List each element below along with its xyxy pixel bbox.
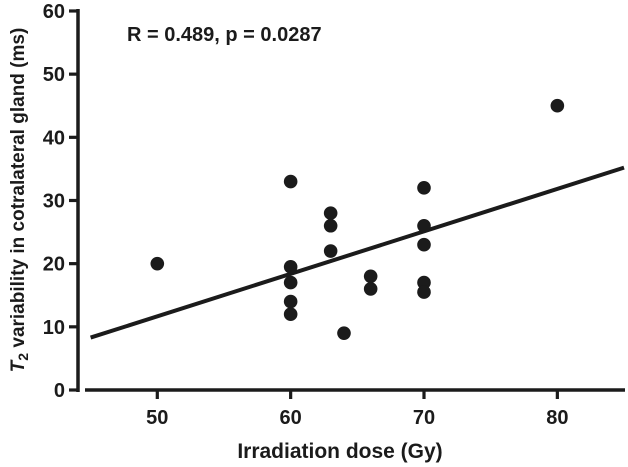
y-tick-label: 10 bbox=[43, 317, 65, 339]
regression-line bbox=[90, 165, 625, 340]
data-point bbox=[323, 206, 338, 220]
data-point bbox=[417, 285, 431, 299]
data-point bbox=[363, 269, 378, 284]
x-axis-title: Irradiation dose (Gy) bbox=[237, 440, 442, 463]
data-point bbox=[417, 237, 431, 252]
y-tick-label: 50 bbox=[43, 64, 65, 86]
y-tick-label: 40 bbox=[43, 127, 65, 149]
y-tick-label: 20 bbox=[43, 254, 65, 276]
data-point bbox=[283, 174, 298, 189]
x-tick-label: 80 bbox=[546, 407, 568, 429]
data-point bbox=[283, 275, 298, 290]
data-point bbox=[323, 218, 338, 233]
data-point bbox=[417, 275, 431, 290]
data-point bbox=[337, 326, 351, 340]
x-tick-label: 60 bbox=[280, 407, 302, 429]
y-tick-label: 0 bbox=[54, 380, 65, 402]
data-point bbox=[323, 244, 338, 258]
x-tick-label: 70 bbox=[413, 407, 435, 429]
data-point bbox=[417, 181, 431, 195]
data-point bbox=[283, 294, 298, 309]
data-point bbox=[150, 256, 165, 271]
x-tick-label: 50 bbox=[146, 407, 168, 429]
annotation-text: R = 0.489, p = 0.0287 bbox=[127, 24, 322, 46]
data-point bbox=[417, 218, 431, 233]
y-tick-label: 30 bbox=[43, 190, 65, 212]
y-tick-label: 60 bbox=[43, 1, 65, 23]
data-point bbox=[283, 307, 298, 321]
data-point bbox=[550, 98, 565, 113]
data-point bbox=[283, 260, 298, 274]
y-axis-title: T2 variability in cotralateral gland (ms… bbox=[8, 28, 31, 373]
data-point bbox=[363, 282, 378, 296]
